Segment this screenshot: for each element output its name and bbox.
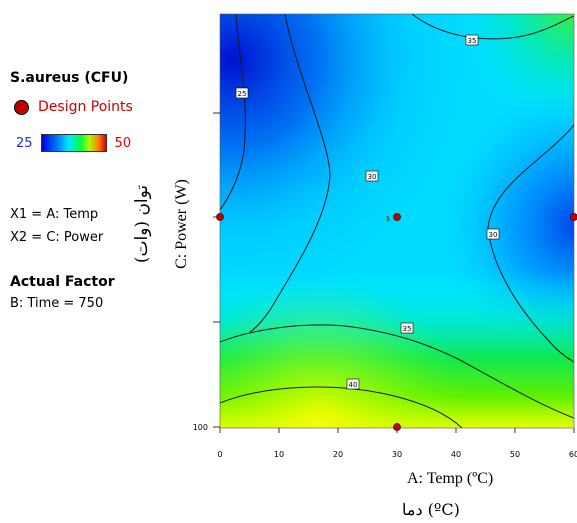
design-point	[570, 213, 577, 221]
x-axis-label: A: Temp (ºC)	[407, 470, 494, 487]
factor-x2: X2 = C: Power	[10, 230, 104, 245]
x-tick-label: 20	[333, 450, 343, 459]
svg-text:35: 35	[403, 325, 412, 333]
svg-text:35: 35	[468, 37, 477, 45]
color-scale-min: 25	[16, 135, 33, 151]
center-point-count: 5	[386, 216, 390, 223]
y-tick-label: 100	[193, 423, 208, 432]
y-axis-ticks: 100	[193, 112, 220, 432]
design-point-icon	[14, 99, 29, 115]
contour-label-30-left: 30	[365, 170, 379, 182]
contour-lines	[220, 14, 574, 428]
color-scale-max: 50	[114, 135, 132, 151]
x-tick-label: 30	[392, 450, 402, 459]
factor-x1: X1 = A: Temp	[10, 207, 99, 222]
x-axis-ticks: 0 10 20 30 40 50 60	[217, 428, 577, 459]
contour-labels: 25 30 30 35 35 40	[235, 34, 500, 390]
response-title: S.aureus (CFU)	[10, 70, 129, 86]
surface-fill	[220, 14, 574, 428]
design-points-label: Design Points	[38, 99, 133, 115]
svg-text:30: 30	[489, 231, 498, 239]
color-scale-bar	[40, 134, 107, 152]
contour-line-40	[220, 386, 463, 428]
x-tick-label: 10	[274, 450, 284, 459]
design-point	[393, 423, 401, 431]
design-points-legend: Design Points	[14, 96, 133, 118]
design-points	[216, 213, 577, 431]
x-tick-label: 50	[510, 450, 520, 459]
contour-label-25: 25	[235, 87, 249, 99]
design-point	[393, 213, 401, 221]
contour-label-35-top: 35	[465, 34, 479, 46]
contour-line-30-right	[487, 124, 574, 363]
contour-label-40: 40	[346, 378, 360, 390]
contour-line-30-left	[249, 14, 331, 333]
contour-label-35-bottom: 35	[400, 322, 414, 334]
x-tick-label: 0	[217, 450, 222, 459]
contour-line-35-top	[411, 14, 574, 40]
contour-line-35-bottom	[220, 324, 574, 419]
color-scale: 25 50	[16, 133, 131, 153]
actual-factor-title: Actual Factor	[10, 274, 115, 290]
contour-line-25	[220, 14, 246, 211]
contour-label-30-right: 30	[486, 228, 500, 240]
svg-text:25: 25	[238, 90, 247, 98]
svg-text:30: 30	[368, 173, 377, 181]
x-tick-label: 40	[451, 450, 461, 459]
svg-text:40: 40	[349, 381, 358, 389]
x-tick-label: 60	[569, 450, 577, 459]
design-point	[216, 213, 224, 221]
x-axis-label-persian: دما (ºC)	[402, 500, 460, 519]
actual-factor-value: B: Time = 750	[10, 296, 104, 311]
